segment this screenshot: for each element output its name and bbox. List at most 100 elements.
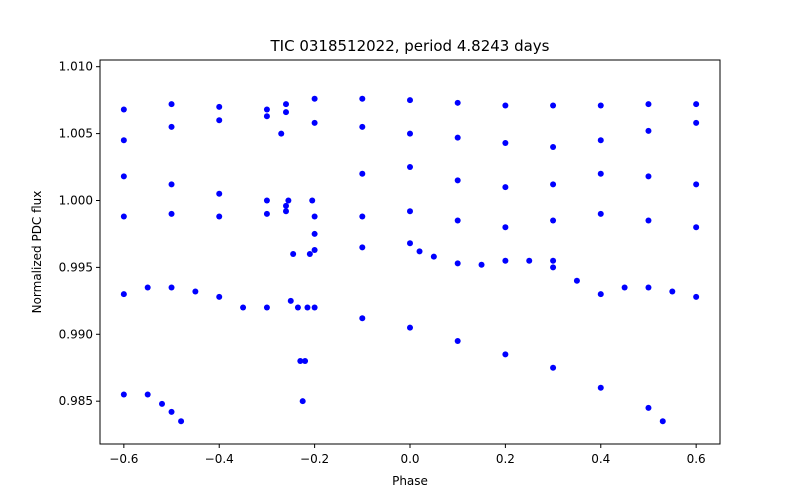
data-point [359,123,366,130]
data-point [297,358,304,365]
data-point [693,101,700,108]
series-1 [120,109,700,150]
x-tick-label: 0.0 [400,452,419,466]
y-axis-title: Normalized PDC flux [30,191,44,314]
y-tick-label: 1.000 [59,193,93,207]
x-tick-label: −0.6 [109,452,138,466]
data-point [311,119,318,126]
data-point [168,284,175,291]
data-point [240,304,247,311]
series-7 [120,391,185,425]
data-point [263,197,270,204]
data-point [120,391,127,398]
data-point [216,213,223,220]
data-point [597,170,604,177]
y-tick-label: 0.985 [59,394,93,408]
data-point [645,404,652,411]
data-point [263,304,270,311]
data-point [144,391,151,398]
data-point [454,99,461,106]
data-point [216,117,223,124]
x-tick-label: −0.4 [205,452,234,466]
data-point [407,240,413,247]
points-layer [120,95,700,425]
data-point [550,143,557,150]
data-point [407,324,413,331]
data-point [192,288,199,295]
data-point [120,291,127,298]
data-point [311,246,318,253]
data-point [454,217,461,224]
data-point [311,95,318,102]
data-point [283,101,289,108]
data-point [263,210,270,217]
data-point [645,284,652,291]
data-point [526,257,533,264]
data-point [302,358,309,365]
data-point [693,293,700,300]
series-0 [120,95,700,113]
data-point [645,101,652,108]
data-point [283,109,289,116]
data-point [454,260,461,267]
x-tick-label: 0.4 [591,452,610,466]
data-point [359,95,366,102]
x-tick-label: 0.2 [496,452,515,466]
data-point [407,208,413,215]
series-8 [278,130,316,405]
y-axis: 0.985 0.990 0.995 1.000 1.005 1.010 [59,60,100,408]
data-point [168,210,175,217]
data-point [502,184,509,191]
data-point [311,230,318,237]
data-point [144,284,151,291]
data-point [645,127,652,134]
data-point [306,251,313,258]
data-point [478,261,485,268]
data-point [311,213,318,220]
data-point [120,137,127,144]
data-point [621,284,628,291]
y-tick-label: 1.005 [59,127,93,141]
data-point [693,181,700,188]
data-point [550,181,557,188]
data-point [430,253,437,260]
data-point [597,137,604,144]
data-point [178,418,185,425]
data-point [669,288,676,295]
data-point [550,257,557,264]
y-tick-label: 1.010 [59,60,93,74]
chart-title: TIC 0318512022, period 4.8243 days [269,37,549,55]
data-point [550,217,557,224]
data-point [550,364,557,371]
data-point [359,315,366,322]
data-point [597,210,604,217]
data-point [597,102,604,109]
data-point [407,130,413,137]
data-point [659,418,666,425]
data-point [168,181,175,188]
series-6 [311,304,666,425]
data-point [120,173,127,180]
x-tick-label: 0.6 [687,452,706,466]
data-point [502,102,509,109]
data-point [502,257,509,264]
data-point [359,170,366,177]
y-tick-label: 0.995 [59,260,93,274]
data-point [168,101,175,108]
series-2 [120,164,700,220]
data-point [216,190,223,197]
data-point [283,208,289,215]
data-point [502,224,509,231]
data-point [283,202,289,209]
data-point [502,351,509,358]
data-point [573,277,580,284]
data-point [168,408,175,415]
data-point [454,134,461,141]
data-point [693,224,700,231]
data-point [216,293,223,300]
data-point [311,304,318,311]
data-point [454,337,461,344]
data-point [263,106,270,113]
series-5 [120,264,700,311]
